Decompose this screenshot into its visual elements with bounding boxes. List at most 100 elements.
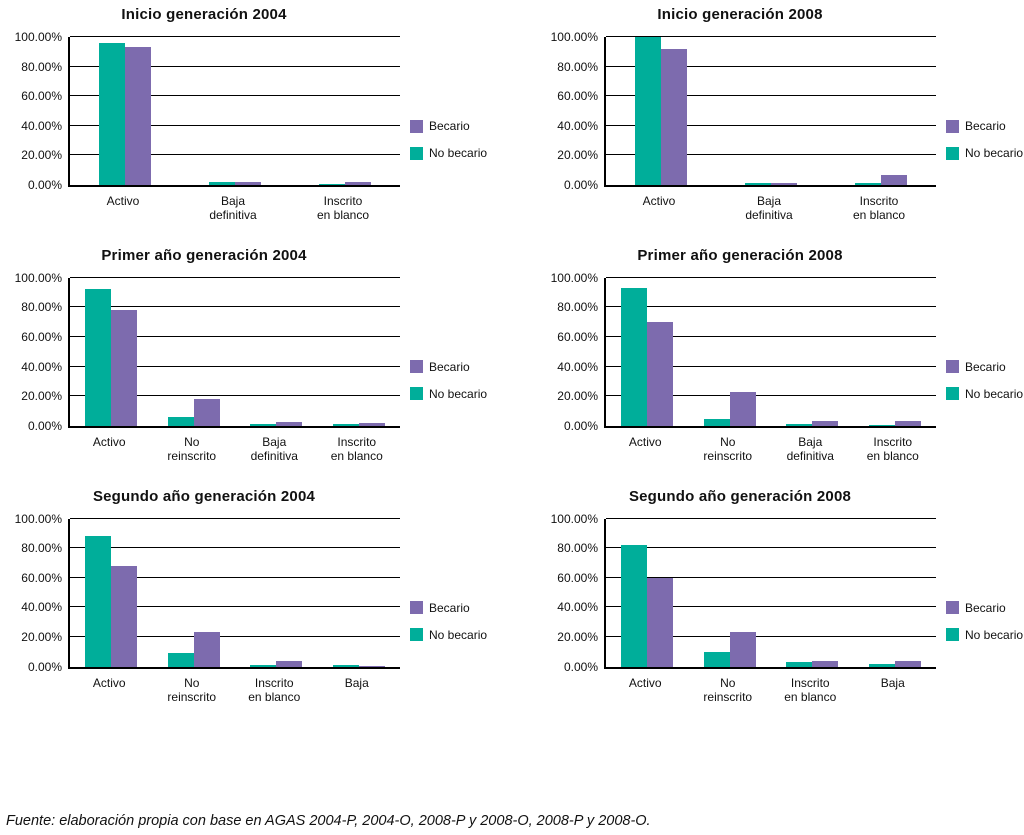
bar-becario <box>193 399 220 426</box>
bar-group <box>153 519 236 667</box>
bar-no-becario <box>868 424 895 426</box>
legend-label: No becario <box>429 627 488 642</box>
plot-area <box>68 36 400 187</box>
bar-no-becario <box>250 665 277 667</box>
bar-becario <box>894 660 921 667</box>
legend-item-no-becario: No becario <box>410 146 487 160</box>
legend-item-becario: Becario <box>410 601 487 615</box>
chart-title: Primer año generación 2004 <box>101 246 307 264</box>
bar-becario <box>729 631 756 667</box>
bar-becario <box>881 175 907 185</box>
y-axis-tick-label: 20.00% <box>21 389 62 404</box>
plot-wrap: Activo No reinscrito Baja definitiva Inscri… <box>604 276 936 464</box>
x-axis-category-label: Baja <box>344 675 369 690</box>
y-axis-tick-label: 0.00% <box>563 659 598 674</box>
gridline <box>70 517 400 519</box>
x-axis-labels: Activo Baja definitiva Inscrito en blanco <box>68 194 398 223</box>
legend-item-no-becario: No becario <box>410 628 487 642</box>
bar-group <box>716 37 826 185</box>
gridline <box>70 276 400 278</box>
legend: Becario No becario <box>946 119 1023 160</box>
plot-wrap: Activo No reinscrito Baja definitiva Inscri… <box>68 276 400 464</box>
bar-no-becario <box>85 288 112 426</box>
bar-groups <box>606 519 936 667</box>
gridline <box>70 606 400 608</box>
y-axis-tick-label: 80.00% <box>21 541 62 556</box>
bar-becario <box>894 420 921 426</box>
bar-group <box>826 37 936 185</box>
gridline <box>606 635 936 637</box>
bar-group <box>318 519 401 667</box>
legend-label: No becario <box>429 146 488 160</box>
x-axis-category-label: No reinscrito <box>703 434 753 464</box>
x-axis-labels: Activo No reinscrito Baja definitiva Inscri… <box>68 435 398 464</box>
legend-swatch-no-becario <box>946 387 959 401</box>
bar-no-becario <box>319 183 345 185</box>
bar-no-becario <box>250 423 277 426</box>
y-axis-tick-label: 100.00% <box>14 270 62 285</box>
legend-label: Becario <box>429 600 470 615</box>
x-axis-category-label: Baja <box>880 675 905 690</box>
legend-swatch-no-becario <box>410 146 423 160</box>
gridline <box>70 65 400 67</box>
legend-item-no-becario: No becario <box>410 387 487 401</box>
bar-group <box>153 278 236 426</box>
y-axis-tick-label: 40.00% <box>21 359 62 374</box>
y-axis-tick-label: 100.00% <box>14 30 62 44</box>
y-axis-tick-label: 0.00% <box>27 659 62 674</box>
x-axis-category-label: Inscrito en blanco <box>248 675 301 704</box>
y-axis-tick-label: 60.00% <box>21 570 62 585</box>
x-axis-category-label: Activo <box>92 675 126 690</box>
legend: Becario No becario <box>946 360 1023 401</box>
plot-area <box>68 517 401 669</box>
bar-group <box>235 519 318 667</box>
gridline <box>606 606 936 608</box>
bar-becario <box>235 182 261 185</box>
x-axis-labels: Activo No reinscrito Inscrito en blanco Baj… <box>604 676 934 705</box>
y-axis-tick-label: 0.00% <box>563 418 598 433</box>
legend-label: No becario <box>965 627 1024 642</box>
legend: Becario No becario <box>410 601 487 642</box>
y-axis-tick-label: 0.00% <box>563 178 598 192</box>
bar-group <box>854 519 937 667</box>
gridline <box>70 547 400 549</box>
bar-group <box>318 278 401 426</box>
legend-label: No becario <box>965 146 1024 160</box>
legend-item-becario: Becario <box>410 360 487 374</box>
y-axis-tick-label: 100.00% <box>550 30 598 44</box>
bar-becario <box>647 322 674 426</box>
y-axis-tick-label: 20.00% <box>21 148 62 163</box>
bar-no-becario <box>703 419 730 426</box>
gridline <box>606 276 936 278</box>
gridline <box>70 154 400 156</box>
plot-area <box>604 276 936 428</box>
y-axis-tick-label: 0.00% <box>27 178 62 192</box>
legend-swatch-no-becario <box>410 628 423 642</box>
y-axis-tick-label: 80.00% <box>557 59 598 74</box>
gridline <box>606 547 936 549</box>
x-axis-category-label: Inscrito en blanco <box>866 434 919 464</box>
bar-becario <box>111 310 138 426</box>
bar-becario <box>358 665 385 667</box>
bar-groups <box>70 278 400 426</box>
bar-group <box>689 278 772 426</box>
plot-wrap: Activo No reinscrito Inscrito en blanco Baj… <box>68 517 401 705</box>
y-axis: 100.00% 80.00% 60.00% 40.00% 20.00% 0.00% <box>542 512 604 674</box>
y-axis: 100.00% 80.00% 60.00% 40.00% 20.00% 0.00% <box>542 271 604 433</box>
legend-swatch-becario <box>946 360 959 374</box>
bar-groups <box>606 278 936 426</box>
x-axis-category-label: Activo <box>642 194 676 208</box>
bar-no-becario <box>85 536 112 667</box>
x-axis-category-label: Baja definitiva <box>250 434 298 464</box>
bar-no-becario <box>621 545 648 667</box>
plot-area <box>68 276 400 428</box>
legend: Becario No becario <box>946 601 1023 642</box>
bar-no-becario <box>786 424 813 426</box>
bar-groups <box>70 37 400 185</box>
gridline <box>606 95 936 97</box>
legend-swatch-no-becario <box>946 628 959 642</box>
chart-title: Primer año generación 2008 <box>637 246 843 264</box>
bar-group <box>771 278 854 426</box>
bar-group <box>606 278 689 426</box>
x-axis-category-label: Activo <box>628 434 662 449</box>
